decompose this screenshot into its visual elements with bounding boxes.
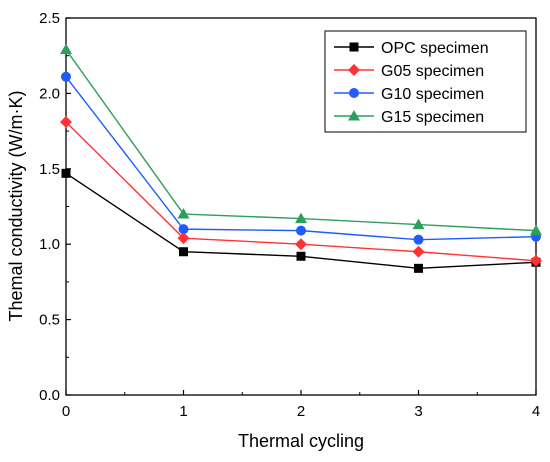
x-tick-label: 2 [297, 403, 305, 420]
legend: OPC specimen G05 specimen G10 specimen G15 … [324, 30, 527, 133]
legend-marker-g10-specimen [349, 88, 359, 98]
x-tick-label: 1 [179, 403, 187, 420]
legend-label-g10-specimen: G10 specimen [381, 86, 484, 103]
x-tick-label: 4 [532, 403, 540, 420]
legend-marker-g05-specimen [348, 64, 360, 76]
y-tick-label: 1.5 [39, 161, 60, 178]
opc-specimen-point [179, 247, 188, 257]
legend-label-opc-specimen: OPC specimen [381, 40, 489, 57]
y-axis-label: Themal conductivity (W/m·K) [6, 90, 26, 321]
y-tick-label: 1.0 [39, 236, 60, 253]
x-axis-label: Thermal cycling [238, 431, 364, 451]
g05-specimen-point [530, 254, 542, 267]
g10-specimen-point [296, 225, 306, 236]
g05-specimen-point [60, 116, 72, 129]
x-tick-label: 3 [414, 403, 422, 420]
x-axis: 0 1 2 3 4 [62, 390, 540, 420]
legend-marker-opc-specimen [349, 42, 359, 52]
g10-specimen-point [413, 234, 424, 245]
opc-specimen-point [61, 168, 71, 178]
g05-specimen-point [177, 232, 190, 245]
y-tick-label: 0.0 [39, 387, 60, 404]
g10-specimen-point [178, 224, 189, 235]
y-tick-label: 2.0 [39, 85, 60, 102]
y-axis: 0.0 0.5 1.0 1.5 2.0 2.5 [39, 10, 71, 404]
g05-specimen-point [412, 245, 425, 258]
legend-label-g05-specimen: G05 specimen [381, 63, 484, 80]
g15-specimen-point [60, 43, 72, 55]
series-layer [60, 43, 542, 273]
opc-specimen-point [296, 251, 306, 261]
opc-specimen-point [414, 263, 423, 273]
legend-marker-g15-specimen [348, 110, 360, 121]
g10-specimen-point [61, 71, 71, 82]
y-tick-label: 2.5 [39, 10, 60, 27]
g15-specimen-point [412, 218, 425, 230]
x-tick-label: 0 [62, 403, 70, 420]
y-tick-label: 0.5 [39, 312, 60, 329]
g05-specimen-point [295, 238, 307, 251]
legend-label-g15-specimen: G15 specimen [381, 109, 484, 126]
g15-specimen-point [177, 208, 190, 219]
g15-specimen-point [530, 224, 542, 236]
g15-specimen-point [295, 212, 307, 224]
